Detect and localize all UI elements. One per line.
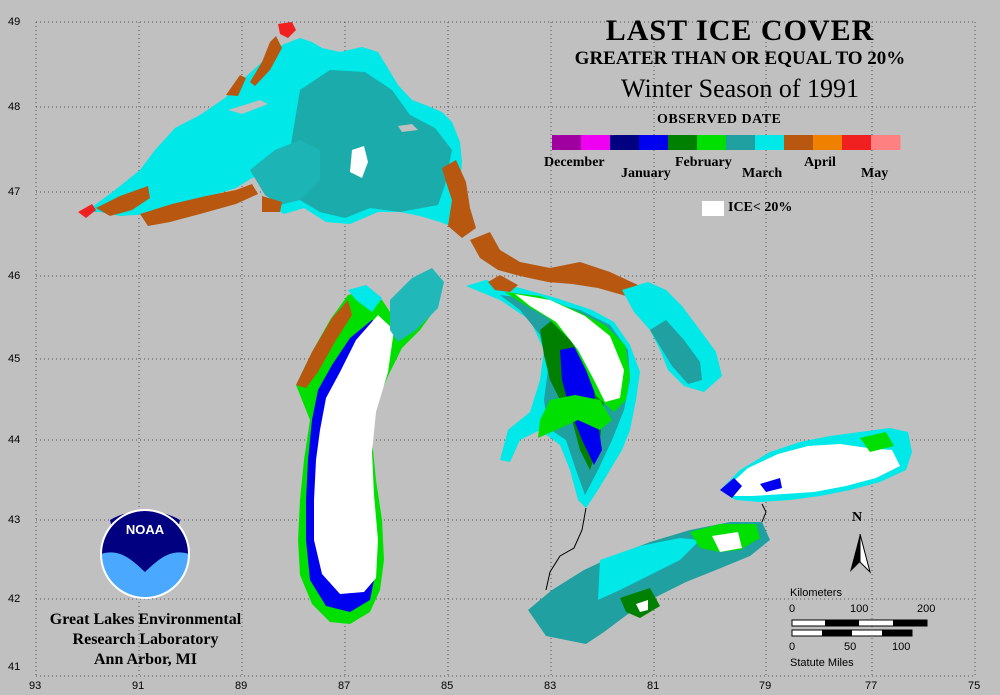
legend-color-cell (552, 135, 582, 150)
legend-color-cell (871, 135, 901, 150)
lon-tick-81: 81 (647, 680, 660, 692)
legend-color-cell (697, 135, 727, 150)
lake-erie (528, 522, 770, 644)
legend-month-january: January (621, 166, 671, 181)
legend-heading: OBSERVED DATE (657, 112, 782, 127)
scale-km-tick-100: 100 (850, 603, 869, 615)
lat-tick-47: 47 (8, 186, 21, 198)
lon-tick-85: 85 (441, 680, 454, 692)
lat-tick-49: 49 (8, 16, 21, 28)
lat-tick-48: 48 (8, 101, 21, 113)
ice-below-20-swatch (702, 201, 724, 216)
legend-color-cell (610, 135, 640, 150)
noaa-logo-text: NOAA (126, 522, 165, 537)
org-line-3: Ann Arbor, MI (94, 651, 197, 668)
legend-color-cell (668, 135, 698, 150)
legend-color-bar (552, 135, 901, 150)
lon-tick-87: 87 (338, 680, 351, 692)
lat-tick-43: 43 (8, 514, 21, 526)
north-arrow-icon (850, 533, 871, 574)
lake-michigan (296, 268, 444, 624)
lake-huron (466, 275, 722, 508)
lat-tick-45: 45 (8, 353, 21, 365)
legend-color-cell (755, 135, 785, 150)
lon-tick-77: 77 (865, 680, 878, 692)
lake-ontario (720, 428, 912, 502)
legend-color-cell (726, 135, 756, 150)
legend-color-cell (581, 135, 611, 150)
lon-tick-93: 93 (29, 680, 42, 692)
ice-below-20-label: ICE< 20% (728, 200, 793, 215)
scale-mi-tick-0: 0 (789, 641, 796, 653)
connecting-rivers (545, 503, 767, 591)
lon-tick-75: 75 (968, 680, 981, 692)
legend-month-december: December (544, 155, 605, 170)
legend-month-february: February (675, 155, 732, 170)
scale-mi-label: Statute Miles (790, 657, 854, 669)
scale-mi-tick-100: 100 (892, 641, 911, 653)
legend-color-cell (842, 135, 872, 150)
legend-color-cell (813, 135, 843, 150)
scale-km-tick-0: 0 (789, 603, 796, 615)
scale-mi-tick-50: 50 (844, 641, 857, 653)
lon-tick-79: 79 (759, 680, 772, 692)
legend-month-march: March (742, 166, 783, 181)
lat-tick-46: 46 (8, 270, 21, 282)
lake-superior (78, 22, 476, 238)
legend-color-cell (639, 135, 669, 150)
season-label: Winter Season of 1991 (621, 74, 859, 103)
lon-tick-89: 89 (235, 680, 248, 692)
lat-tick-41: 41 (8, 661, 21, 673)
north-label: N (852, 510, 863, 525)
scale-bar (791, 619, 928, 637)
map-subtitle: GREATER THAN OR EQUAL TO 20% (574, 48, 906, 69)
org-line-2: Research Laboratory (72, 631, 219, 648)
legend-color-cell (784, 135, 814, 150)
legend-month-april: April (804, 155, 836, 170)
noaa-logo: NOAA (100, 509, 190, 599)
lat-tick-42: 42 (8, 593, 21, 605)
scale-km-label: Kilometers (790, 587, 842, 599)
lat-tick-44: 44 (8, 434, 21, 446)
lon-tick-83: 83 (544, 680, 557, 692)
legend-month-may: May (861, 166, 889, 181)
map-title: LAST ICE COVER (605, 14, 875, 47)
org-line-1: Great Lakes Environmental (49, 611, 242, 628)
lon-tick-91: 91 (132, 680, 145, 692)
north-channel (470, 232, 662, 306)
scale-km-tick-200: 200 (917, 603, 936, 615)
